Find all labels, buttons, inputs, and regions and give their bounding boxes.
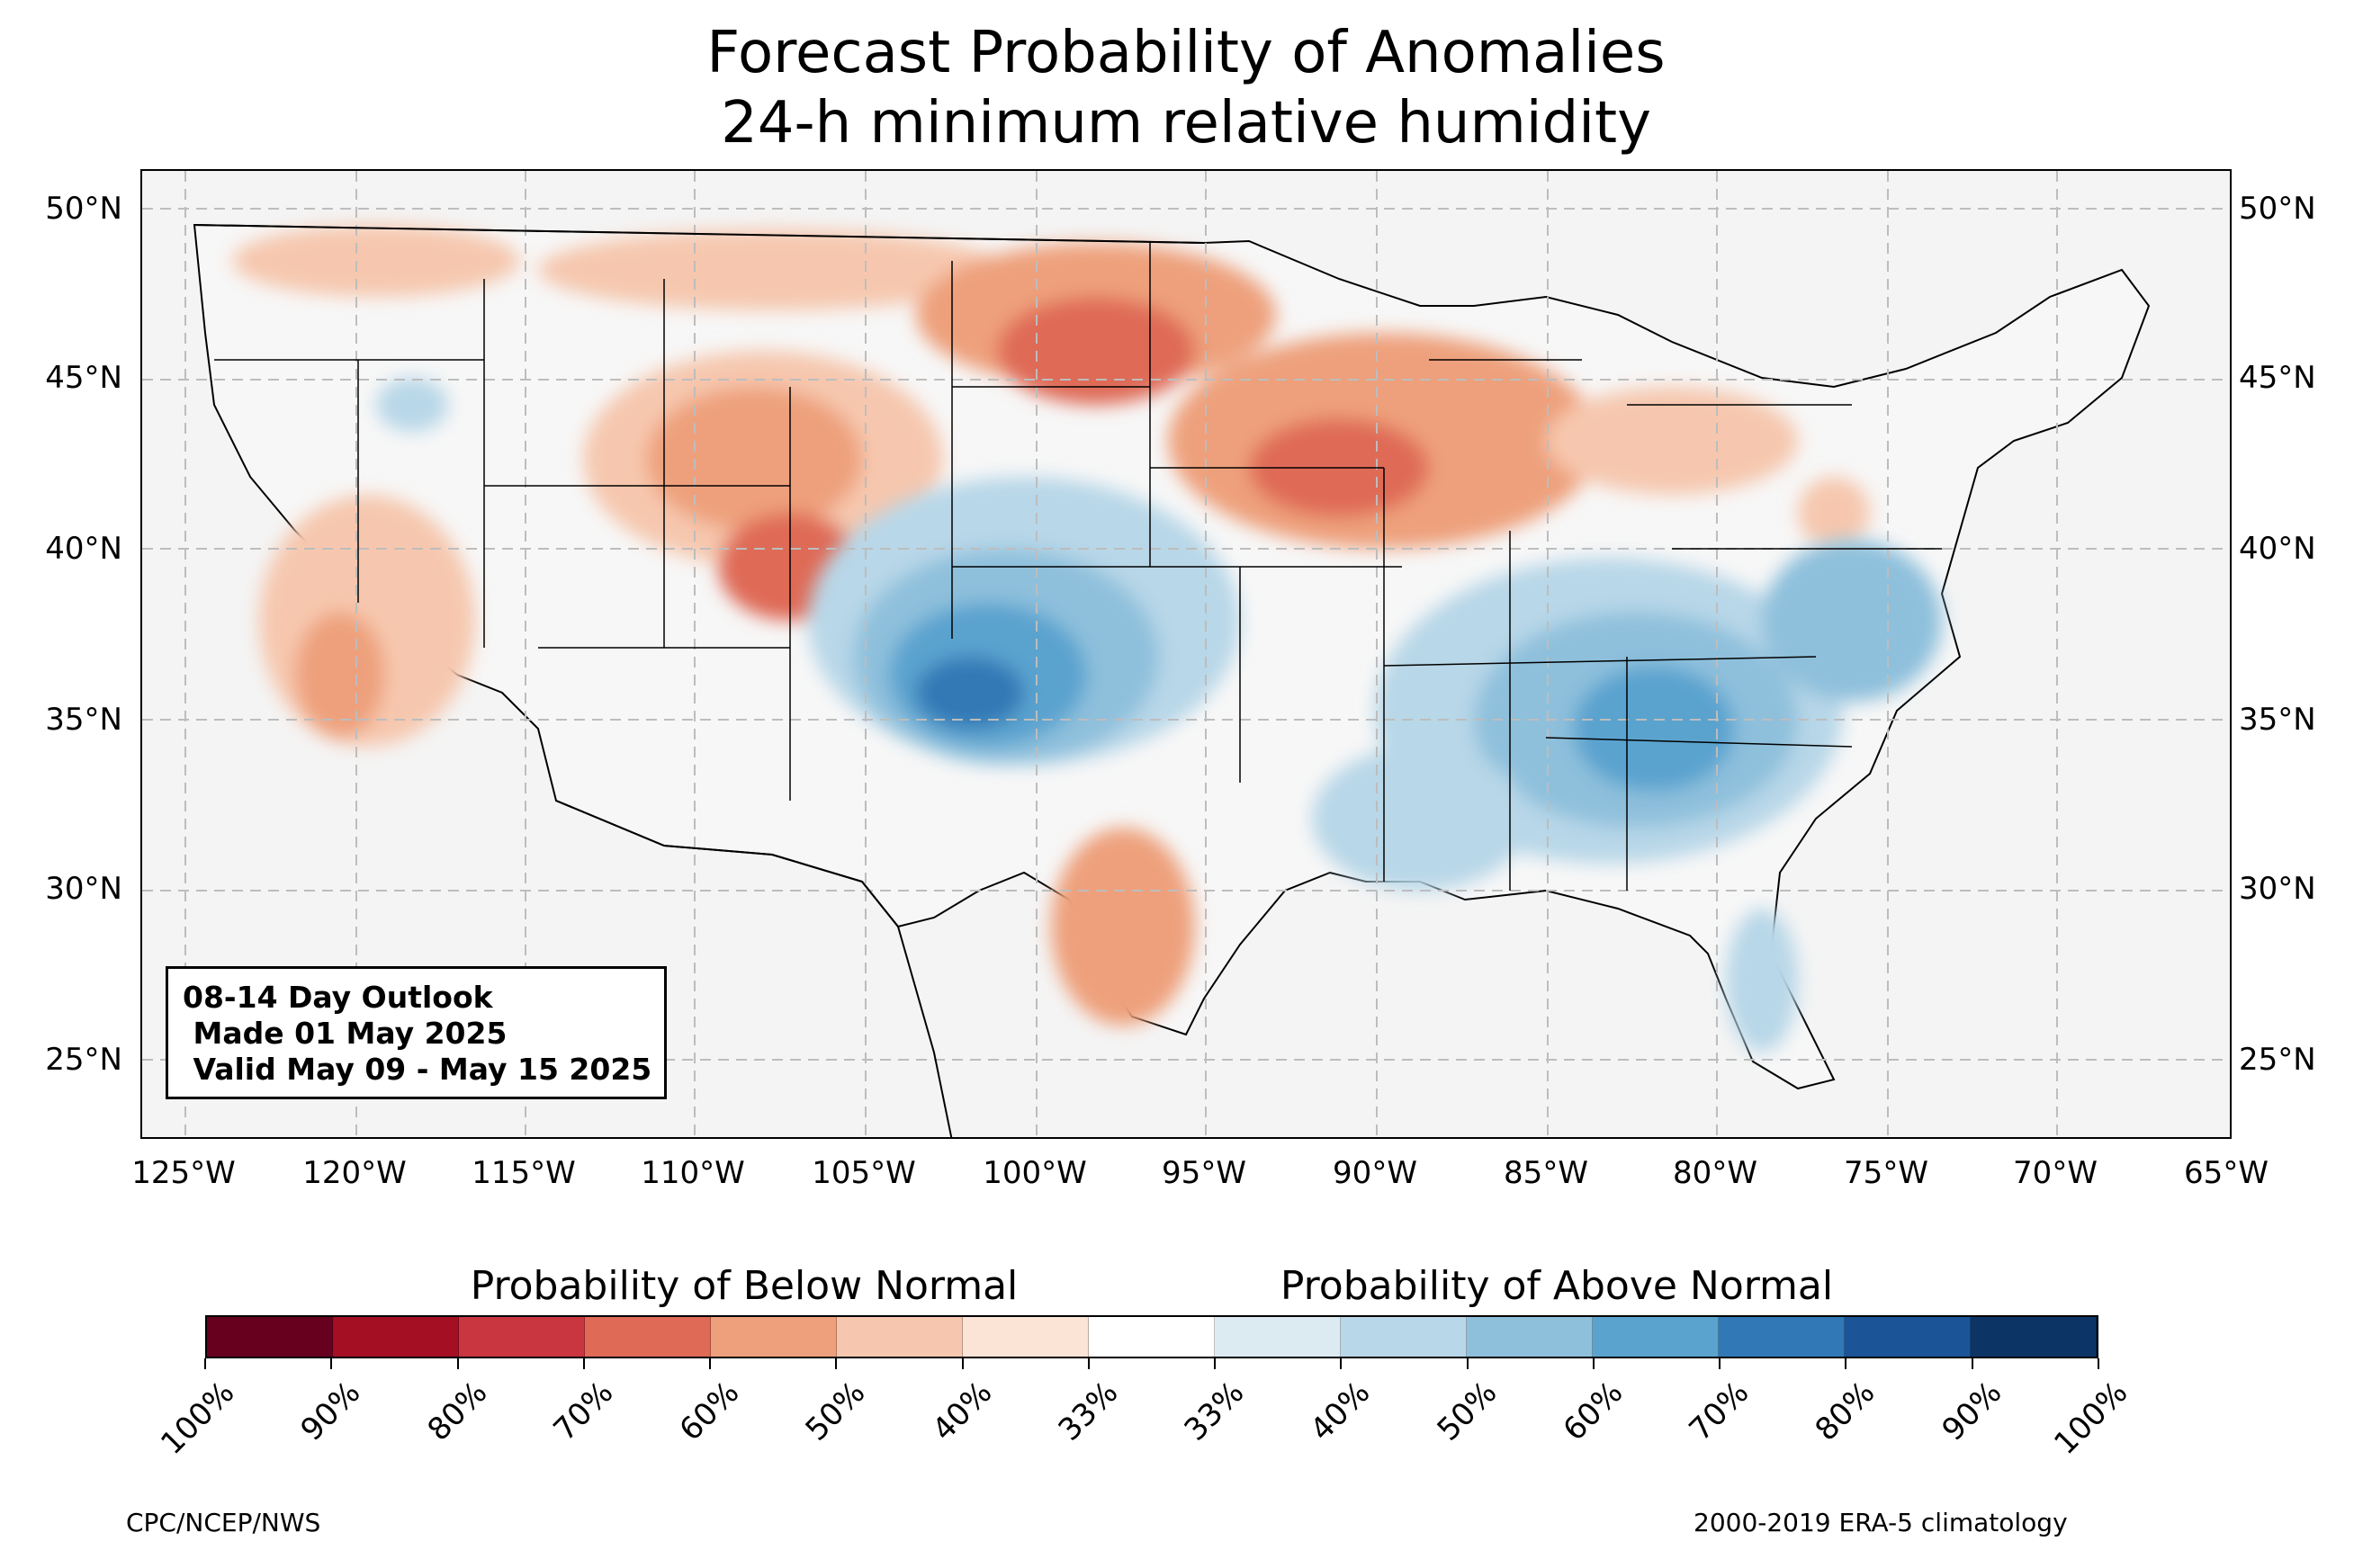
colorbar-tick xyxy=(1087,1358,1090,1369)
colorbar xyxy=(205,1315,2098,1358)
colorbar-tick xyxy=(1466,1358,1469,1369)
colorbar-tick-label: 40% xyxy=(925,1375,999,1448)
lat-label-right: 50°N xyxy=(2239,191,2316,227)
colorbar-tick xyxy=(709,1358,712,1369)
lat-label-right: 45°N xyxy=(2239,360,2316,396)
state-borders xyxy=(214,243,1942,891)
lat-label-left: 45°N xyxy=(45,360,122,396)
national-borders xyxy=(193,224,1205,1137)
source-credit: CPC/NCEP/NWS xyxy=(126,1508,321,1537)
colorbar-swatch xyxy=(585,1317,711,1357)
lat-label-left: 30°N xyxy=(45,871,122,907)
colorbar-swatch xyxy=(207,1317,333,1357)
colorbar-tick xyxy=(1592,1358,1595,1369)
colorbar-swatch xyxy=(1341,1317,1467,1357)
lat-label-left: 25°N xyxy=(45,1042,122,1078)
lat-label-right: 30°N xyxy=(2239,871,2316,907)
lon-label: 115°W xyxy=(472,1155,576,1191)
lon-label: 95°W xyxy=(1162,1155,1246,1191)
map-title: Forecast Probability of Anomalies xyxy=(706,20,1666,86)
colorbar-swatch xyxy=(459,1317,585,1357)
colorbar-tick-label: 90% xyxy=(1935,1375,2009,1448)
colorbar-tick-label: 80% xyxy=(1809,1375,1882,1448)
outlook-info-box: 08-14 Day Outlook Made 01 May 2025 Valid… xyxy=(166,966,668,1099)
colorbar-swatch xyxy=(711,1317,837,1357)
colorbar-tick xyxy=(1214,1358,1217,1369)
colorbar-tick xyxy=(456,1358,459,1369)
outlook-made-date: Made 01 May 2025 xyxy=(183,1016,508,1051)
below-normal-heading: Probability of Below Normal xyxy=(470,1263,1019,1309)
colorbar-tick-label: 80% xyxy=(420,1375,494,1448)
colorbar-swatch xyxy=(1215,1317,1341,1357)
lon-label: 100°W xyxy=(983,1155,1087,1191)
below-normal-shading xyxy=(232,225,1870,1026)
climatology-note: 2000-2019 ERA-5 climatology xyxy=(1694,1508,2068,1537)
outlook-valid-range: Valid May 09 - May 15 2025 xyxy=(183,1052,652,1087)
colorbar-swatch xyxy=(837,1317,963,1357)
colorbar-tick xyxy=(582,1358,585,1369)
lon-label: 65°W xyxy=(2184,1155,2269,1191)
colorbar-swatch xyxy=(963,1317,1089,1357)
colorbar-tick xyxy=(330,1358,333,1369)
colorbar-swatch xyxy=(1467,1317,1593,1357)
colorbar-tick-label: 50% xyxy=(1430,1375,1504,1448)
colorbar-tick xyxy=(1971,1358,1973,1369)
lon-label: 105°W xyxy=(812,1155,916,1191)
colorbar-tick-label: 100% xyxy=(154,1375,242,1463)
lon-label: 125°W xyxy=(131,1155,236,1191)
outlook-period: 08-14 Day Outlook xyxy=(183,980,493,1015)
colorbar-tick-label: 70% xyxy=(1682,1375,1757,1448)
lon-label: 80°W xyxy=(1673,1155,1757,1191)
lat-label-right: 25°N xyxy=(2239,1042,2316,1078)
lon-label: 75°W xyxy=(1844,1155,1928,1191)
colorbar-swatch xyxy=(333,1317,459,1357)
colorbar-swatch xyxy=(1845,1317,1971,1357)
colorbar-tick xyxy=(1340,1358,1343,1369)
colorbar-tick-label: 33% xyxy=(1177,1375,1252,1448)
colorbar-tick xyxy=(2098,1358,2099,1369)
colorbar-tick xyxy=(1719,1358,1721,1369)
lat-label-left: 35°N xyxy=(45,702,122,738)
lon-label: 85°W xyxy=(1504,1155,1588,1191)
colorbar-tick-label: 50% xyxy=(798,1375,873,1448)
colorbar-tick-label: 40% xyxy=(1303,1375,1378,1448)
colorbar-swatch xyxy=(1971,1317,2097,1357)
map-subtitle: 24-h minimum relative humidity xyxy=(721,90,1651,157)
colorbar-tick-label: 100% xyxy=(2047,1375,2135,1463)
colorbar-swatch xyxy=(1593,1317,1719,1357)
colorbar-tick-label: 60% xyxy=(1556,1375,1631,1448)
lon-label: 70°W xyxy=(2013,1155,2098,1191)
colorbar-tick xyxy=(204,1358,206,1369)
lat-label-right: 35°N xyxy=(2239,702,2316,738)
us-map xyxy=(142,171,2230,1137)
colorbar-swatch xyxy=(1089,1317,1215,1357)
lon-label: 110°W xyxy=(641,1155,745,1191)
lat-label-right: 40°N xyxy=(2239,531,2316,567)
colorbar-tick-label: 60% xyxy=(672,1375,747,1448)
colorbar-tick xyxy=(835,1358,838,1369)
lat-label-left: 40°N xyxy=(45,531,122,567)
map-panel xyxy=(140,169,2232,1139)
colorbar-tick-label: 70% xyxy=(546,1375,621,1448)
colorbar-tick xyxy=(1845,1358,1847,1369)
colorbar-tick xyxy=(961,1358,964,1369)
colorbar-tick-label: 33% xyxy=(1051,1375,1126,1448)
lat-label-left: 50°N xyxy=(45,191,122,227)
colorbar-tick-label: 90% xyxy=(293,1375,368,1448)
colorbar-swatch xyxy=(1719,1317,1845,1357)
lon-label: 120°W xyxy=(302,1155,407,1191)
lon-label: 90°W xyxy=(1333,1155,1417,1191)
above-normal-heading: Probability of Above Normal xyxy=(1280,1263,1834,1309)
